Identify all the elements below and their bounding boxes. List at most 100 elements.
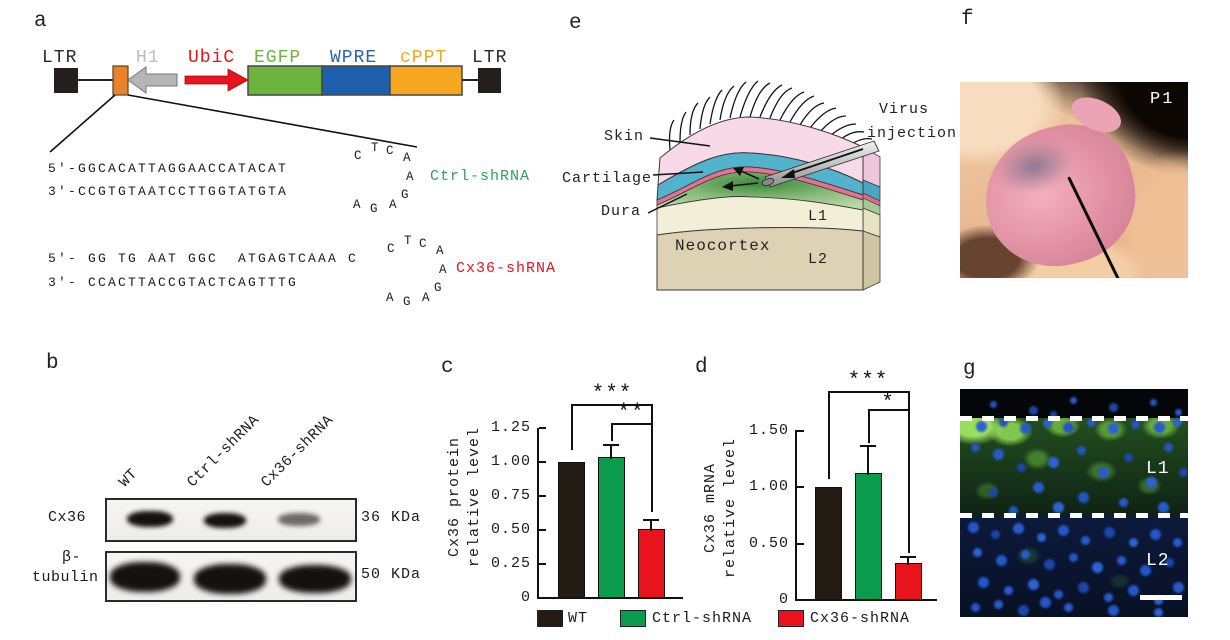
- age-tag: P1: [1150, 90, 1175, 109]
- chart-d-yaxis: [795, 430, 798, 601]
- tick-mark: [797, 429, 804, 432]
- tick-mark: [797, 486, 804, 489]
- lentiviral-construct-diagram: LTR H1 UbiC EGFP WPRE cPPT LTR: [42, 48, 506, 153]
- chart-c-ylabel-line2: relative level: [466, 426, 483, 568]
- fluorescence-micrograph: L1 L2: [960, 389, 1188, 617]
- cx36-blot: [105, 498, 357, 542]
- tick-label: 1.25: [490, 419, 531, 436]
- ltr-box-right: [478, 68, 501, 93]
- tubulin-band-cx36: [279, 565, 351, 593]
- dura-label: Dura: [601, 203, 642, 220]
- loop-base: C: [386, 144, 394, 158]
- blot-row2-label-line1: β-: [62, 549, 82, 566]
- cx36-shrna-strand5: 5′- GG TG AAT GGC ATGAGTCAAA C: [48, 251, 359, 266]
- tubulin-band-wt: [110, 562, 180, 592]
- wpre-label: WPRE: [330, 48, 377, 68]
- injection-direction-arrow: [791, 148, 864, 174]
- tick-mark: [797, 599, 804, 602]
- chart-d-yaxis-label: Cx36 mRNA relative level: [701, 423, 743, 593]
- legend-label-ctrl: Ctrl-shRNA: [652, 610, 753, 627]
- injection-arrowhead: [781, 169, 795, 178]
- l2-side-face: [862, 230, 881, 291]
- chart-c-bar-cx36: [638, 528, 665, 598]
- micrograph-l2-label: L2: [1146, 551, 1170, 571]
- cx36-shrna-strand3: 3′- CCACTTACCGTACTCAGTTTG: [48, 275, 299, 290]
- chart-d-bar-wt: [815, 487, 842, 600]
- h1-arrow: [127, 66, 178, 94]
- egfp-label: EGFP: [254, 48, 301, 68]
- loop-base: A: [436, 244, 444, 258]
- kda-50: 50 KDa: [361, 566, 422, 583]
- ctrl-shrna-label: Ctrl-shRNA: [430, 168, 531, 185]
- wpre-box: [321, 65, 391, 96]
- dura-leader-line: [647, 193, 688, 214]
- layer2-region: [960, 515, 1188, 617]
- blot-band-cx36: [278, 513, 320, 526]
- panel-letter-f: f: [961, 8, 974, 31]
- tick-label: 0.25: [490, 555, 531, 572]
- ctrl-shrna-strand5: 5′-GGCACATTAGGAACCATACAT: [48, 161, 289, 176]
- cx36-shrna-label: Cx36-shRNA: [456, 260, 557, 277]
- spread-arrow-left: [729, 182, 759, 187]
- panel-letter-g: g: [963, 358, 976, 381]
- panel-letter-d: d: [695, 356, 708, 379]
- chart-c-ylabel-line1: Cx36 protein: [446, 436, 463, 558]
- chart-d-errorbar-cx36: [900, 555, 916, 565]
- callout-line-right: [127, 94, 418, 148]
- chart-c-sig1-bracket: [571, 404, 653, 407]
- tick-mark: [539, 461, 546, 464]
- cx36-shrna-hairpin-loop: C T C A A G A G A: [385, 234, 467, 309]
- chart-d-sig1-bracket: [828, 391, 910, 394]
- cppt-label: cPPT: [400, 48, 447, 68]
- tick-mark: [539, 529, 546, 532]
- tick-mark: [539, 597, 546, 600]
- tubulin-blot: [105, 551, 357, 602]
- spread-arrowhead-upleft: [733, 167, 744, 176]
- chart-d-sig-drop-right: [907, 391, 910, 553]
- loop-base: A: [422, 291, 430, 305]
- blot-band-wt: [127, 511, 173, 527]
- egfp-box: [247, 65, 323, 96]
- chart-c-xaxis: [537, 597, 683, 600]
- loop-base: A: [389, 198, 397, 212]
- loop-base: A: [353, 198, 361, 212]
- neocortex-l2: [656, 227, 864, 291]
- tick-label: 1.00: [490, 453, 531, 470]
- chart-c-yaxis-label: Cx36 protein relative level: [445, 412, 487, 582]
- egfp-layer1-region: [960, 418, 1188, 515]
- chart-c-sig2-stars: **: [617, 402, 645, 425]
- cartilage-leader-line: [652, 171, 704, 176]
- loop-base: G: [370, 202, 378, 216]
- chart-d-sig2-bracket: [868, 409, 909, 412]
- chart-d-sig2-drop-left: [868, 409, 871, 443]
- ubic-promoter-label: UbiC: [188, 48, 235, 68]
- tick-label: 1.00: [748, 478, 789, 495]
- neocortex-label: Neocortex: [675, 237, 771, 255]
- chart-d-bar-cx36: [895, 562, 922, 600]
- layer2-label: L2: [808, 251, 829, 268]
- tick-mark: [539, 427, 546, 430]
- loop-base: T: [404, 234, 412, 248]
- chart-d-errorbar-ctrl: [860, 445, 876, 476]
- pial-surface-dashed-line: [960, 416, 1188, 421]
- loop-base: C: [354, 149, 362, 163]
- panel-letter-c: c: [441, 356, 454, 379]
- panel-letter-a: a: [34, 10, 47, 33]
- loop-base: C: [419, 237, 427, 251]
- cartilage-label: Cartilage: [562, 170, 653, 187]
- spread-arrow-upleft: [740, 170, 760, 180]
- mouse-pup: [970, 110, 1150, 278]
- l1-l2-boundary-dashed-line: [960, 513, 1188, 518]
- tick-label: 0.50: [748, 534, 789, 552]
- virus-injection-label-line2: injection: [867, 125, 958, 142]
- tick-label: 0.75: [490, 487, 531, 504]
- panel-letter-e: e: [569, 12, 582, 35]
- tubulin-band-ctrl: [194, 564, 266, 594]
- chart-d-sig1-stars: ***: [847, 370, 889, 393]
- ubic-arrow: [184, 68, 249, 92]
- kda-36: 36 KDa: [361, 509, 422, 526]
- chart-c-errorbar-ctrl: [603, 444, 619, 459]
- chart-d-ylabel-line1: Cx36 mRNA: [702, 463, 719, 554]
- chart-c-sig-drop-right: [650, 404, 653, 512]
